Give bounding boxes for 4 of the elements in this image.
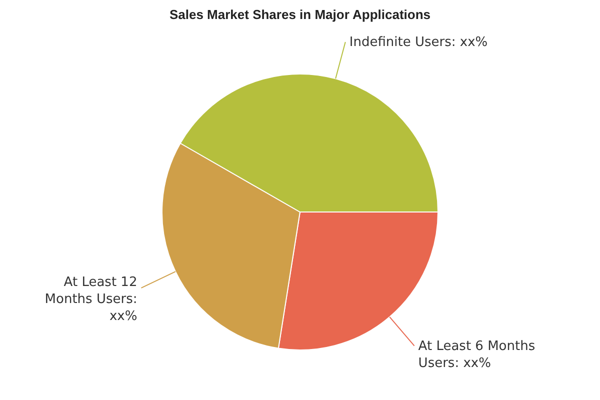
chart-title: Sales Market Shares in Major Applications bbox=[169, 7, 431, 22]
slice-label: At Least 12 Months Users: xx% bbox=[44, 274, 138, 324]
slice-label: At Least 6 Months Users: xx% bbox=[418, 338, 536, 371]
slice-label: Indefinite Users: xx% bbox=[349, 34, 488, 50]
